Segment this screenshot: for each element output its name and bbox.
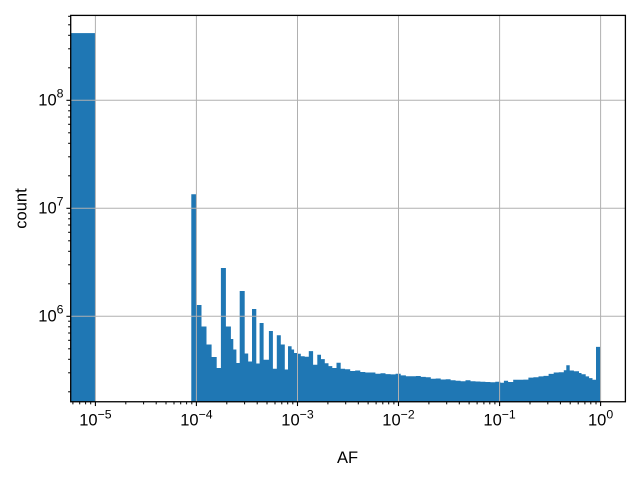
svg-text:count: count xyxy=(12,188,30,229)
svg-text:AF: AF xyxy=(337,449,358,467)
